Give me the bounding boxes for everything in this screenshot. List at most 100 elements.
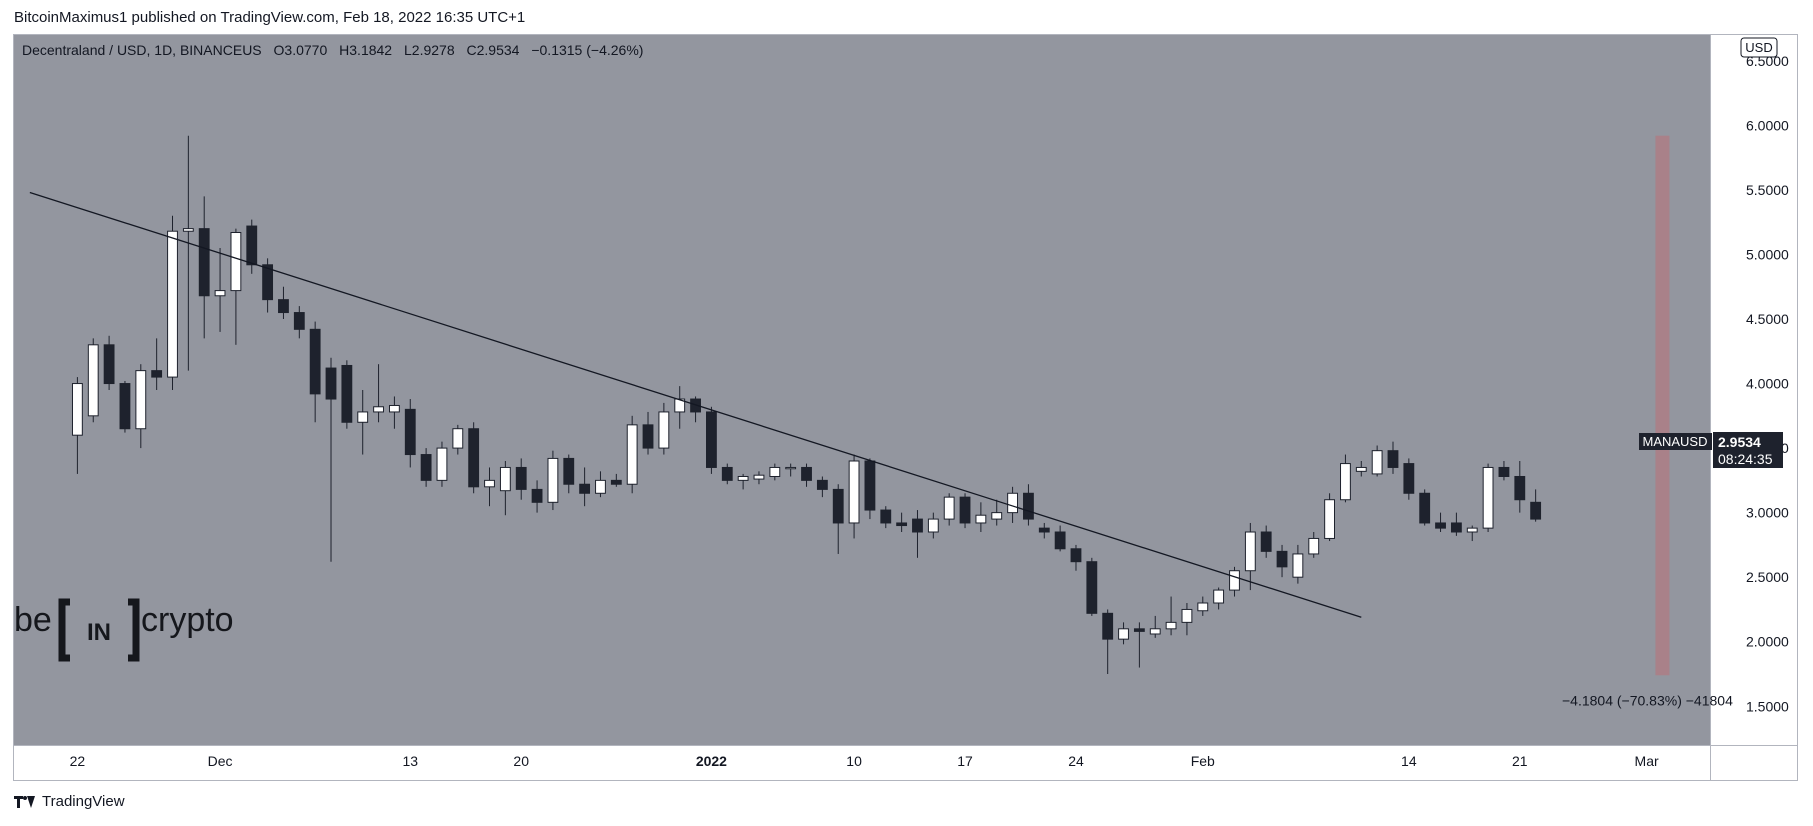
x-tick-label-11: Mar <box>1635 753 1659 769</box>
candle <box>278 286 289 319</box>
candle <box>119 380 131 433</box>
candle-body <box>547 457 559 503</box>
candle-body <box>1340 463 1351 501</box>
candle <box>1371 445 1383 477</box>
candle <box>341 360 353 429</box>
candle <box>293 306 305 339</box>
candle-body <box>563 457 575 485</box>
candle-body <box>1054 531 1066 550</box>
candle <box>420 448 432 487</box>
watermark-text-in: IN <box>87 619 111 646</box>
candle-body <box>1530 501 1542 520</box>
candle <box>991 499 1003 526</box>
candle-body <box>959 496 971 524</box>
candle-body <box>1244 531 1256 572</box>
candle-body <box>1403 463 1415 494</box>
candle-body <box>927 518 939 533</box>
y-tick-label-7: 5.0000 <box>1746 246 1789 262</box>
candle-body <box>420 454 432 481</box>
candle <box>1118 622 1129 645</box>
candle-body <box>198 228 210 297</box>
x-tick-label-9: 14 <box>1401 753 1417 769</box>
candle-body <box>1229 570 1240 591</box>
last-price-badge <box>1713 432 1783 468</box>
currency-button[interactable] <box>1740 37 1778 58</box>
candle <box>1450 512 1462 536</box>
candle <box>484 467 495 507</box>
candle <box>880 506 892 529</box>
high-label: H <box>339 42 349 58</box>
candles-group <box>71 135 1542 674</box>
candle-body <box>87 344 99 417</box>
descending-trendline[interactable] <box>29 191 1362 618</box>
candle <box>1229 566 1240 597</box>
candle-body <box>515 466 527 490</box>
candle-body <box>1023 492 1034 520</box>
candle-body <box>1482 466 1494 529</box>
candle-body <box>642 424 654 449</box>
candle-body <box>357 411 369 423</box>
candle-body <box>1181 608 1193 623</box>
candle <box>1276 544 1288 578</box>
candle <box>309 321 321 423</box>
candle-body <box>325 367 337 400</box>
candle <box>658 402 670 455</box>
watermark-text-crypto: crypto <box>141 601 234 639</box>
close-value: 2.9534 <box>477 42 520 58</box>
y-tick-label-2: 2.5000 <box>1746 569 1789 585</box>
candle <box>610 473 622 487</box>
y-tick-label-8: 5.5000 <box>1746 182 1789 198</box>
candle-body <box>436 447 448 481</box>
candle-body <box>1038 527 1050 533</box>
candlestick-chart[interactable]: be IN crypto 1.50002.00002.50003.00003.5… <box>14 35 1797 780</box>
candle-body <box>816 479 828 490</box>
candle <box>1260 525 1272 558</box>
candle-body <box>167 230 178 378</box>
candle <box>848 454 860 539</box>
candle <box>1244 522 1256 591</box>
candle <box>753 471 765 485</box>
candle-body <box>262 264 274 301</box>
candle-body <box>721 466 733 481</box>
candle-body <box>1308 537 1320 555</box>
candle <box>1387 441 1399 474</box>
candle <box>1213 587 1225 610</box>
close-label: C <box>467 42 477 58</box>
change-value: −0.1315 (−4.26%) <box>531 42 643 58</box>
candle <box>943 493 955 526</box>
candle <box>896 512 908 532</box>
candle <box>1149 615 1161 638</box>
candle-body <box>373 406 384 413</box>
candle <box>642 411 654 455</box>
candle-body <box>1213 589 1225 604</box>
y-tick-label-3: 3.0000 <box>1746 505 1789 521</box>
low-value: 2.9278 <box>412 42 455 58</box>
candle-body <box>1450 522 1462 533</box>
candle <box>103 335 115 390</box>
x-tick-label-1: Dec <box>208 753 233 769</box>
candle-body <box>737 475 749 481</box>
candle <box>1355 461 1367 477</box>
candle-body <box>1070 548 1082 563</box>
candle-body <box>801 466 812 481</box>
candle-body <box>468 428 480 488</box>
candle <box>499 461 511 516</box>
x-tick-label-0: 22 <box>70 753 86 769</box>
candle-body <box>991 512 1003 520</box>
candle-body <box>943 496 955 520</box>
candle <box>1292 544 1304 584</box>
chart-plot-area[interactable] <box>14 35 1710 745</box>
ticker-label: MANAUSD <box>1642 434 1707 449</box>
candle-body <box>674 398 686 413</box>
low-label: L <box>404 42 412 58</box>
candle <box>246 219 258 274</box>
candle <box>563 454 575 494</box>
candle-body <box>1498 466 1510 477</box>
candle-body <box>706 411 717 468</box>
candle-body <box>880 509 892 524</box>
candle <box>959 493 971 529</box>
candle <box>547 450 559 511</box>
watermark-bracket-icon <box>58 598 140 662</box>
measure-bar[interactable] <box>1655 135 1670 676</box>
candle-body <box>484 479 495 488</box>
